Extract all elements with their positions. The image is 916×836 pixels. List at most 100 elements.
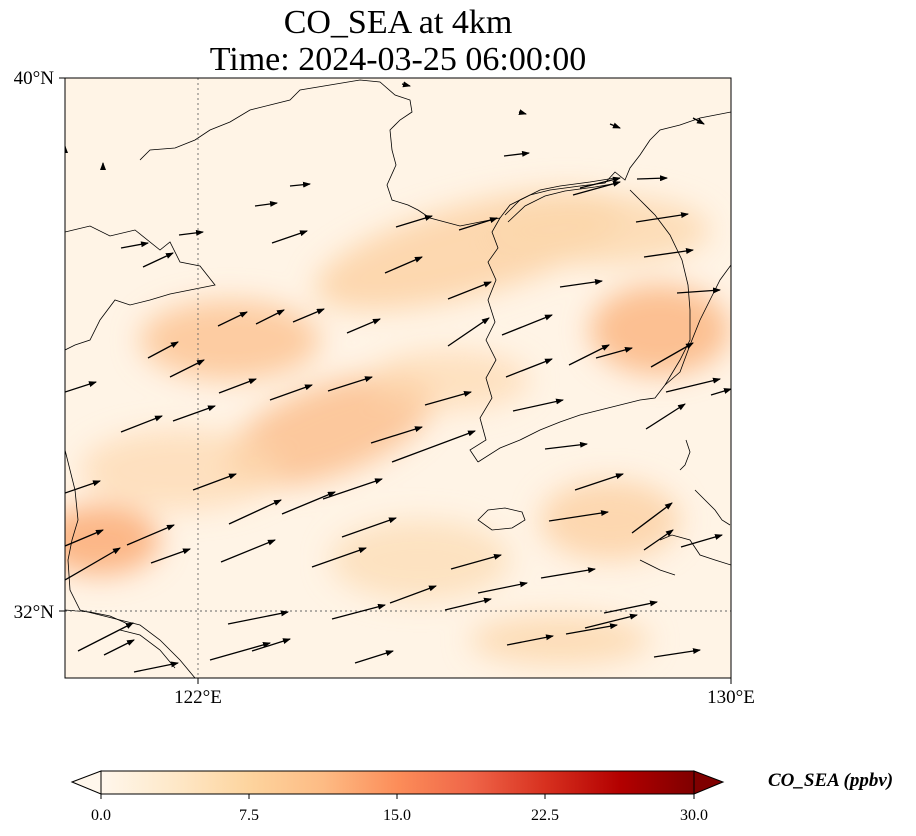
colorbar-body xyxy=(100,770,695,795)
wind-vector-arrow xyxy=(395,215,433,228)
wind-vector-arrow xyxy=(384,256,423,274)
wind-vector-arrow xyxy=(65,381,97,393)
wind-vector-arrow xyxy=(172,405,216,422)
wind-vector-arrow xyxy=(327,376,373,392)
wind-vector-arrow xyxy=(103,639,135,656)
wind-vector-arrow xyxy=(540,567,596,579)
coastline-yalu-river xyxy=(504,177,619,223)
coastline-yangtze xyxy=(65,609,176,669)
colorbar-extend-high xyxy=(693,770,725,795)
wind-vector-arrow xyxy=(178,229,204,236)
wind-vector-arrow xyxy=(218,378,257,394)
wind-vector-arrow xyxy=(281,491,336,515)
colorbar-tick-4: 30.0 xyxy=(680,807,708,824)
wind-vector-arrow xyxy=(147,341,179,359)
wind-vector-arrow xyxy=(120,415,163,433)
wind-vector-arrow xyxy=(458,217,498,231)
lat-label-32n: 32°N xyxy=(14,602,55,623)
wind-vector-arrow xyxy=(65,529,104,547)
colorbar-tick-3: 22.5 xyxy=(531,807,559,824)
lon-label-122e: 122°E xyxy=(174,687,222,708)
wind-vector-arrow xyxy=(447,281,492,300)
wind-vector-arrow xyxy=(506,634,554,646)
wind-vector-arrow xyxy=(354,650,394,664)
wind-vector-arrow xyxy=(292,308,325,323)
coastline-korea-north xyxy=(499,111,731,219)
wind-vector-arrow xyxy=(77,622,134,652)
wind-vector-arrow xyxy=(568,344,610,366)
colorbar-extend-low xyxy=(70,770,102,795)
co-concentration-field xyxy=(65,78,731,678)
colorbar-tick-1: 7.5 xyxy=(239,807,259,824)
wind-vector-arrow xyxy=(322,478,383,500)
wind-vector-arrow xyxy=(227,610,289,625)
wind-vector-arrow xyxy=(150,548,191,564)
wind-vector-arrow xyxy=(120,241,149,249)
wind-vector-arrow xyxy=(217,311,248,327)
wind-vector-arrow xyxy=(635,212,689,223)
wind-vector-arrow xyxy=(450,553,502,570)
coastline-liaodong xyxy=(65,225,216,351)
wind-vector-arrow xyxy=(289,181,311,188)
wind-vector-arrow xyxy=(595,346,633,359)
wind-vector-arrow xyxy=(603,600,658,614)
wind-vector-arrow xyxy=(126,524,175,546)
map-frame xyxy=(64,77,732,679)
coastlines xyxy=(65,79,731,678)
wind-vector-arrow xyxy=(209,642,271,661)
coastline-jeju xyxy=(477,507,526,531)
wind-vector-arrow xyxy=(331,603,386,620)
wind-vector-arrow xyxy=(228,499,282,525)
wind-vector-arrow xyxy=(424,391,472,406)
wind-vector-arrow xyxy=(710,388,731,396)
wind-vector-arrow xyxy=(254,200,278,207)
wind-vector-arrow xyxy=(271,230,308,244)
coastline-china-east xyxy=(65,449,196,678)
colorbar: 0.0 7.5 15.0 22.5 30.0 xyxy=(70,770,725,824)
coastline-korea-east xyxy=(664,264,731,386)
wind-vector-arrow xyxy=(645,403,686,430)
wind-vector-arrow xyxy=(579,176,621,189)
map-title-line1: CO_SEA at 4km xyxy=(283,4,513,41)
wind-vector-arrow xyxy=(643,248,694,258)
wind-vector-arrow xyxy=(133,661,179,673)
wind-vector-arrow xyxy=(370,426,423,444)
wind-vector-arrow xyxy=(142,252,174,268)
coastline-korea-south xyxy=(477,189,691,463)
wind-vector-arrow xyxy=(501,314,553,336)
coastline-tsushima xyxy=(679,439,691,471)
wind-vector-arrow xyxy=(220,539,276,563)
wind-vector-arrow xyxy=(653,648,701,658)
coastline-bohai-north xyxy=(139,79,501,227)
map-title-line2: Time: 2024-03-25 06:00:00 xyxy=(209,41,587,78)
wind-vector-arrow xyxy=(692,117,705,125)
wind-vector-arrow xyxy=(574,473,624,491)
wind-vector-arrow xyxy=(401,81,411,88)
wind-vector-arrow xyxy=(680,534,723,548)
lon-label-130e: 130°E xyxy=(707,687,755,708)
wind-vector-arrow xyxy=(192,473,237,491)
wind-vector-arrow xyxy=(512,398,564,412)
gridlines xyxy=(65,78,731,678)
wind-vector-arrow xyxy=(565,623,618,635)
colorbar-tick-0: 0.0 xyxy=(91,807,111,824)
wind-vector-arrow xyxy=(503,150,530,157)
wind-vector-arrow xyxy=(572,180,621,196)
wind-vector-arrow xyxy=(518,109,527,115)
wind-vector-field xyxy=(65,81,731,673)
wind-vector-arrow xyxy=(548,510,609,522)
wind-vector-arrow xyxy=(643,529,674,551)
wind-vector-arrow xyxy=(269,384,313,401)
wind-vector-arrow xyxy=(636,175,668,182)
wind-vector-arrow xyxy=(311,547,367,568)
wind-vector-arrow xyxy=(544,441,588,450)
wind-vector-arrow xyxy=(631,502,673,534)
lat-label-40n: 40°N xyxy=(14,68,55,89)
wind-vector-arrow xyxy=(559,279,603,288)
wind-vector-arrow xyxy=(65,547,121,581)
wind-vector-arrow xyxy=(255,309,285,325)
wind-vector-arrow xyxy=(609,122,621,129)
wind-vector-arrow xyxy=(676,287,721,294)
wind-vector-arrow xyxy=(444,597,492,611)
